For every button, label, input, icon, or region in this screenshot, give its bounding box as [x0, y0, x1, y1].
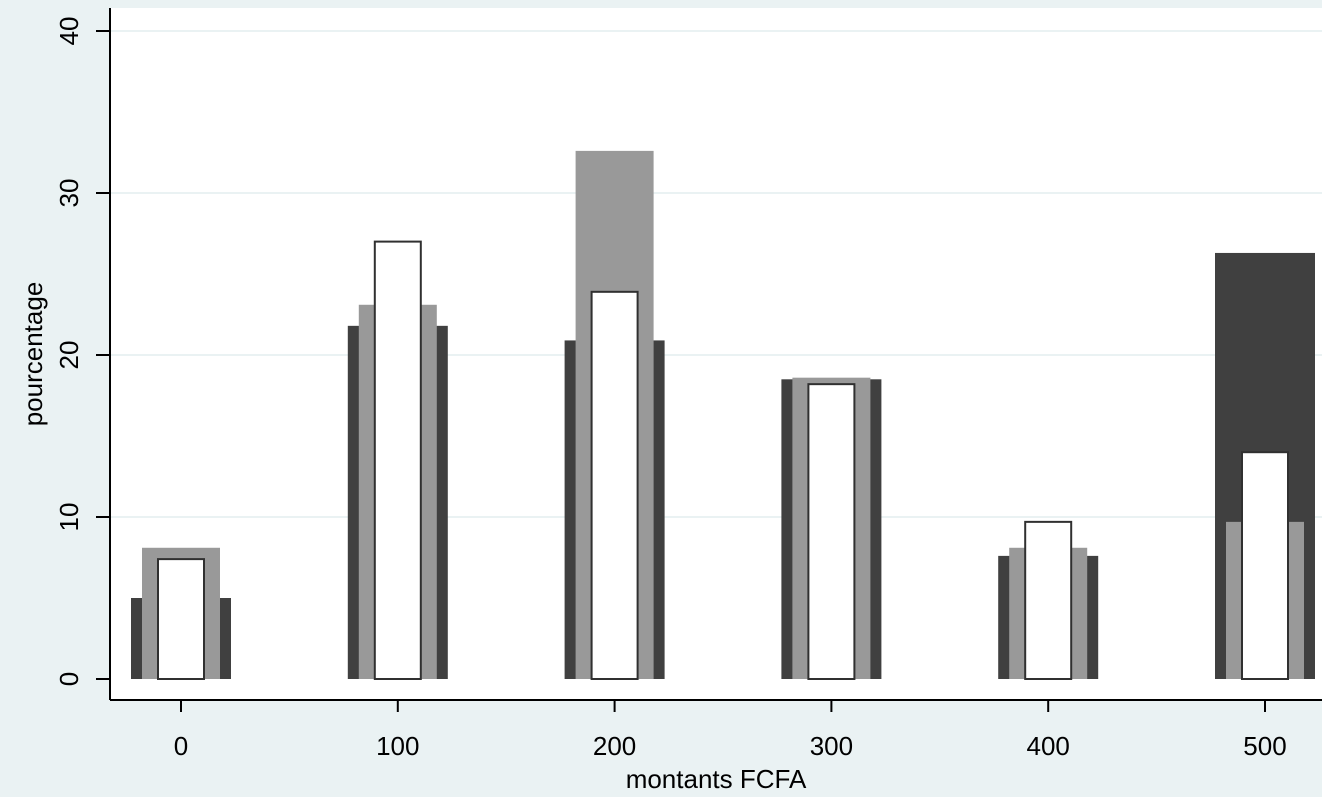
ticks: 0 100 200 300 400 500 0 10 20 30 40 [54, 17, 1287, 761]
y-tick-label: 40 [54, 17, 84, 46]
bar-series-3 [807, 383, 856, 680]
x-tick-label: 100 [376, 731, 419, 761]
y-tick-label: 20 [54, 341, 84, 370]
y-tick-label: 0 [54, 672, 84, 686]
bar-series-3 [373, 240, 422, 680]
y-tick-label: 30 [54, 179, 84, 208]
x-axis-title: montants FCFA [626, 764, 807, 794]
x-tick-label: 300 [810, 731, 853, 761]
y-axis-title: pourcentage [18, 282, 48, 427]
bar-series-3 [590, 290, 639, 680]
bars [131, 150, 1315, 681]
y-tick-label: 10 [54, 503, 84, 532]
x-tick-label: 200 [593, 731, 636, 761]
bar-series-3 [157, 558, 205, 680]
x-tick-label: 400 [1027, 731, 1070, 761]
grid-lines [110, 30, 1322, 518]
bar-series-3 [1241, 451, 1289, 681]
bar-series-3 [1024, 520, 1073, 680]
x-tick-label: 500 [1243, 731, 1286, 761]
x-tick-label: 0 [174, 731, 188, 761]
